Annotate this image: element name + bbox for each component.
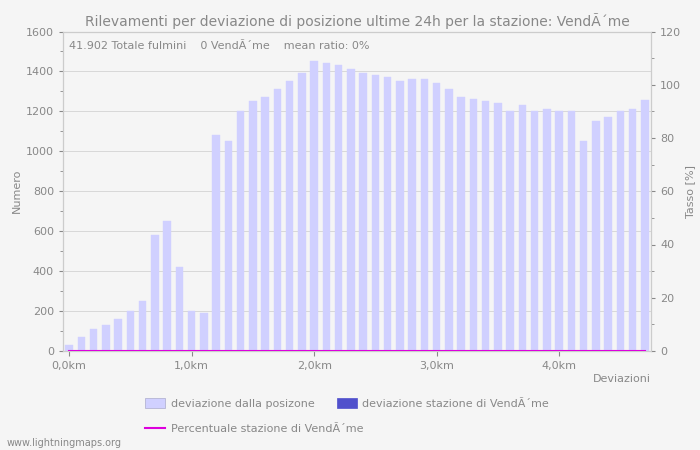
Bar <box>568 112 575 351</box>
Bar <box>507 112 514 351</box>
Bar <box>629 109 636 351</box>
Bar <box>531 112 538 351</box>
Bar <box>372 76 379 351</box>
Bar <box>90 329 97 351</box>
Bar <box>200 313 207 351</box>
Y-axis label: Tasso [%]: Tasso [%] <box>685 165 695 218</box>
Bar <box>335 65 342 351</box>
Legend: Percentuale stazione di VendÃ´me: Percentuale stazione di VendÃ´me <box>145 423 363 434</box>
Bar <box>213 135 220 351</box>
Bar <box>347 69 355 351</box>
Bar <box>139 301 146 351</box>
Bar <box>262 97 269 351</box>
Bar <box>470 99 477 351</box>
Bar <box>311 62 318 351</box>
Bar <box>163 221 171 351</box>
Bar <box>176 267 183 351</box>
Text: www.lightningmaps.org: www.lightningmaps.org <box>7 438 122 448</box>
Bar <box>286 81 293 351</box>
Bar <box>360 73 367 351</box>
Bar <box>641 100 649 351</box>
Bar <box>458 97 465 351</box>
Bar <box>249 101 256 351</box>
Bar <box>605 117 612 351</box>
Bar <box>188 311 195 351</box>
Bar <box>66 345 73 351</box>
Bar <box>102 325 110 351</box>
Bar <box>494 104 502 351</box>
Bar <box>384 77 391 351</box>
Bar <box>237 112 244 351</box>
Bar <box>556 112 563 351</box>
Bar <box>543 109 551 351</box>
Bar <box>445 90 452 351</box>
Bar <box>409 79 416 351</box>
Bar <box>78 337 85 351</box>
Text: Deviazioni: Deviazioni <box>593 374 651 383</box>
Y-axis label: Numero: Numero <box>12 169 22 213</box>
Bar <box>396 81 403 351</box>
Title: Rilevamenti per deviazione di posizione ultime 24h per la stazione: VendÃ´me: Rilevamenti per deviazione di posizione … <box>85 13 629 29</box>
Bar <box>151 235 158 351</box>
Bar <box>298 73 305 351</box>
Text: 41.902 Totale fulmini    0 VendÃ´me    mean ratio: 0%: 41.902 Totale fulmini 0 VendÃ´me mean ra… <box>69 41 370 51</box>
Bar <box>127 311 134 351</box>
Bar <box>115 319 122 351</box>
Bar <box>482 101 489 351</box>
Bar <box>580 141 587 351</box>
Bar <box>323 63 330 351</box>
Bar <box>519 105 526 351</box>
Bar <box>421 79 428 351</box>
Bar <box>274 90 281 351</box>
Bar <box>592 122 600 351</box>
Bar <box>433 83 440 351</box>
Bar <box>617 112 624 351</box>
Bar <box>225 141 232 351</box>
